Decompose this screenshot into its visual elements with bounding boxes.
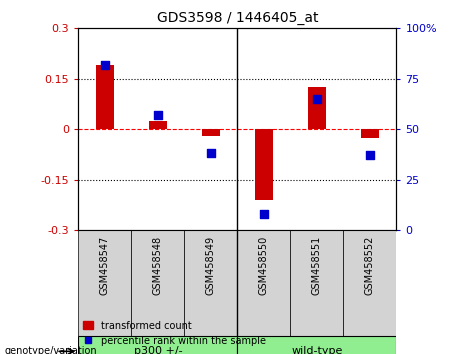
Text: GSM458548: GSM458548 <box>153 235 163 295</box>
Point <box>101 62 109 68</box>
Bar <box>290 230 343 336</box>
Bar <box>78 336 237 354</box>
Text: GSM458550: GSM458550 <box>259 235 269 295</box>
Bar <box>237 230 290 336</box>
Bar <box>307 87 326 129</box>
Point <box>366 153 373 158</box>
Text: GSM458552: GSM458552 <box>365 235 375 295</box>
Legend: transformed count, percentile rank within the sample: transformed count, percentile rank withi… <box>83 321 266 346</box>
Bar <box>343 230 396 336</box>
Bar <box>184 230 237 336</box>
Point <box>313 96 320 102</box>
Bar <box>78 230 131 336</box>
Text: genotype/variation: genotype/variation <box>5 346 97 354</box>
Point <box>260 211 267 217</box>
Bar <box>131 230 184 336</box>
Bar <box>148 121 167 129</box>
Title: GDS3598 / 1446405_at: GDS3598 / 1446405_at <box>157 11 318 24</box>
Bar <box>254 129 273 200</box>
Point <box>207 150 214 156</box>
Bar <box>95 65 114 129</box>
Bar <box>237 336 396 354</box>
Bar <box>201 129 220 136</box>
Text: GSM458551: GSM458551 <box>312 235 322 295</box>
Text: GSM458549: GSM458549 <box>206 235 216 295</box>
Text: p300 +/-: p300 +/- <box>134 346 182 354</box>
Text: GSM458547: GSM458547 <box>100 235 110 295</box>
Bar <box>361 129 379 138</box>
Point <box>154 112 162 118</box>
Text: wild-type: wild-type <box>291 346 343 354</box>
